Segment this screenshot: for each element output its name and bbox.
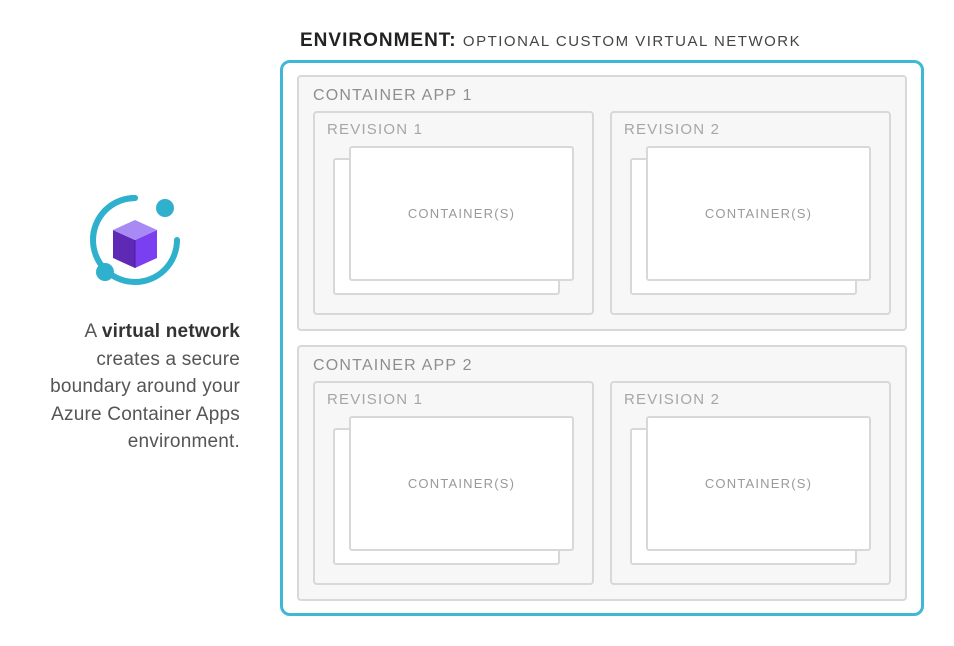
revision-box: REVISION 1 CONTAINER(S)	[313, 111, 594, 315]
container-card-front: CONTAINER(S)	[646, 146, 871, 281]
container-stack: CONTAINER(S)	[327, 140, 580, 301]
container-app-title: CONTAINER APP 1	[313, 87, 891, 105]
revision-box: REVISION 1 CONTAINER(S)	[313, 381, 594, 585]
container-card-front: CONTAINER(S)	[646, 416, 871, 551]
container-stack: CONTAINER(S)	[624, 410, 877, 571]
desc-prefix: A	[85, 321, 102, 342]
revision-title: REVISION 2	[624, 391, 877, 408]
container-label: CONTAINER(S)	[408, 476, 515, 491]
right-column: ENVIRONMENT: OPTIONAL CUSTOM VIRTUAL NET…	[280, 30, 924, 616]
revision-title: REVISION 1	[327, 121, 580, 138]
revision-box: REVISION 2 CONTAINER(S)	[610, 381, 891, 585]
desc-rest: creates a secure boundary around your Az…	[50, 349, 240, 453]
description-text: A virtual network creates a secure bound…	[30, 318, 240, 456]
revision-row: REVISION 1 CONTAINER(S) REVISION 2 CONTAINE…	[313, 111, 891, 315]
container-app-title: CONTAINER APP 2	[313, 357, 891, 375]
container-stack: CONTAINER(S)	[327, 410, 580, 571]
revision-row: REVISION 1 CONTAINER(S) REVISION 2 CONTAINE…	[313, 381, 891, 585]
container-card-front: CONTAINER(S)	[349, 146, 574, 281]
env-label-sub: OPTIONAL CUSTOM VIRTUAL NETWORK	[463, 33, 801, 50]
revision-title: REVISION 2	[624, 121, 877, 138]
container-app-box: CONTAINER APP 2REVISION 1CONTAINER(S)REV…	[297, 345, 907, 601]
environment-box: CONTAINER APP 1REVISION 1CONTAINER(S)REV…	[280, 60, 924, 616]
container-stack: CONTAINER(S)	[624, 140, 877, 301]
desc-bold: virtual network	[102, 321, 240, 342]
diagram-root: A virtual network creates a secure bound…	[0, 0, 954, 646]
container-label: CONTAINER(S)	[705, 476, 812, 491]
revision-title: REVISION 1	[327, 391, 580, 408]
virtual-network-icon	[85, 190, 185, 290]
container-card-front: CONTAINER(S)	[349, 416, 574, 551]
env-label-bold: ENVIRONMENT:	[300, 30, 457, 51]
revision-box: REVISION 2 CONTAINER(S)	[610, 111, 891, 315]
left-column: A virtual network creates a secure bound…	[0, 30, 280, 616]
container-label: CONTAINER(S)	[408, 206, 515, 221]
container-app-box: CONTAINER APP 1REVISION 1CONTAINER(S)REV…	[297, 75, 907, 331]
container-label: CONTAINER(S)	[705, 206, 812, 221]
environment-title: ENVIRONMENT: OPTIONAL CUSTOM VIRTUAL NET…	[300, 30, 924, 52]
